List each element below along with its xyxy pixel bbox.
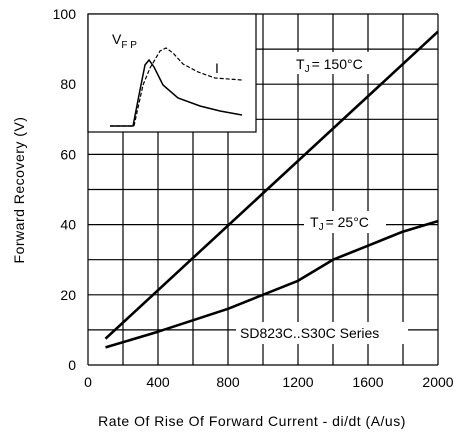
- tj150-label-rest: = 150°C: [312, 56, 363, 72]
- tj150-label-t: T: [296, 56, 305, 72]
- series-name-label-bg: [236, 322, 408, 344]
- series-name-label: SD823C..S30C Series: [236, 322, 408, 344]
- tj25-label-t: T: [310, 214, 319, 230]
- tj150-label-bg: [290, 52, 380, 74]
- inset-vfp-label: VF P: [112, 31, 137, 51]
- y-tick-label: 0: [68, 357, 76, 373]
- y-tick-label: 80: [60, 76, 76, 92]
- tj25-label-rest: = 25°C: [326, 214, 369, 230]
- tj25-label: TJ = 25°C: [304, 211, 386, 233]
- x-tick-label: 800: [216, 374, 240, 390]
- series-name-label-text: SD823C..S30C Series: [240, 325, 379, 341]
- y-tick-label: 100: [53, 6, 77, 22]
- tj25-label-bg: [304, 211, 386, 233]
- tick-labels: 0 400 800 1200 1600 2000 0 20 40 60 80 100: [53, 6, 454, 390]
- x-tick-label: 1200: [282, 374, 313, 390]
- y-tick-label: 40: [60, 217, 76, 233]
- x-tick-label: 0: [84, 374, 92, 390]
- series-line-tj150: [104, 30, 439, 340]
- tj150-label-sub: J: [305, 64, 310, 75]
- inset-voltage-curve: [110, 58, 243, 127]
- y-tick-label: 20: [60, 287, 76, 303]
- inset-i-label: I: [215, 60, 219, 76]
- x-tick-label: 400: [146, 374, 170, 390]
- tj25-label-sub: J: [319, 222, 324, 233]
- x-tick-label: 1600: [352, 374, 383, 390]
- inset-box: VF P I: [87, 13, 257, 133]
- tj150-label: TJ = 150°C: [290, 52, 380, 75]
- inset-current-curve: [110, 47, 243, 127]
- y-tick-label: 60: [60, 146, 76, 162]
- y-axis-title: Forward Recovery (V): [11, 117, 27, 264]
- svg-text:TJ= 25°C: TJ = 25°C: [310, 214, 369, 233]
- series-group: [104, 30, 439, 349]
- svg-text:TJ= 150°C: TJ = 150°C: [296, 56, 363, 75]
- x-axis-title: Rate Of Rise Of Forward Current - di/dt …: [98, 413, 406, 429]
- series-line-tj25: [105, 219, 439, 349]
- x-tick-label: 2000: [422, 374, 453, 390]
